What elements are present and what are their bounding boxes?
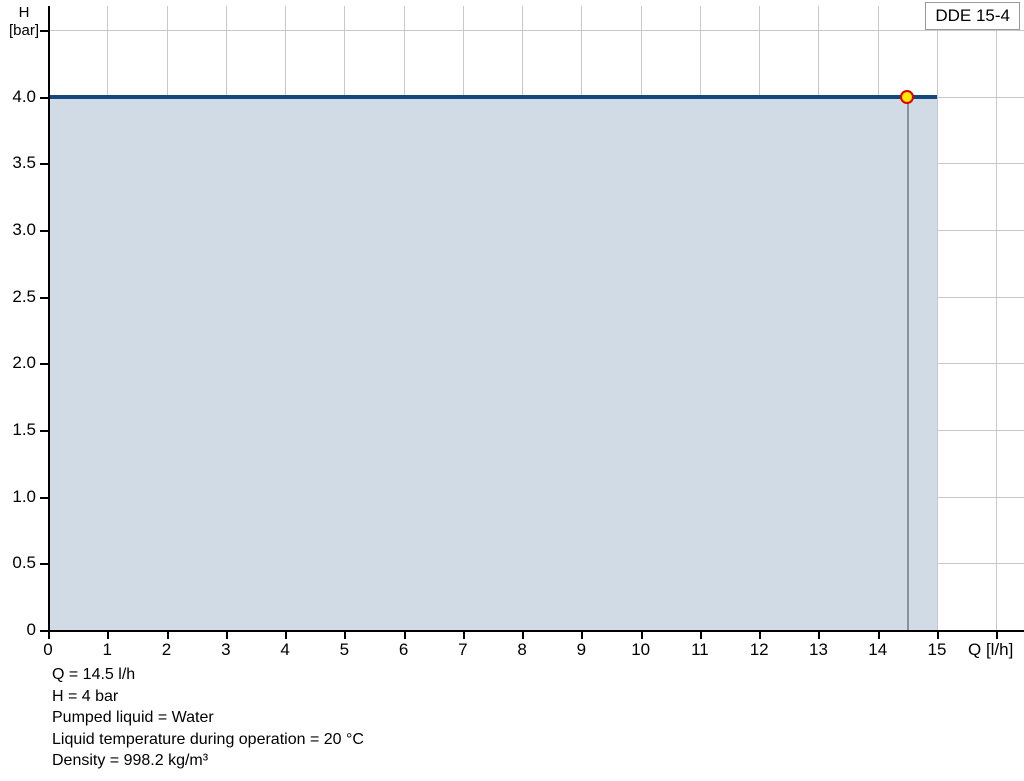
y-axis-tick <box>40 163 49 166</box>
y-axis-tick-label: 4.0 <box>12 86 36 106</box>
x-axis-tick-label: 13 <box>808 640 828 659</box>
legend-box[interactable]: DDE 15-4 <box>925 2 1020 30</box>
y-axis-title-line1: H <box>18 4 30 21</box>
x-axis-tick <box>877 631 880 639</box>
x-axis-tick-label: 7 <box>458 640 468 659</box>
x-axis-tick-label: 3 <box>221 640 231 659</box>
legend-label: DDE 15-4 <box>935 6 1010 25</box>
x-axis-tick-label: 2 <box>161 640 172 659</box>
x-axis-tick <box>107 631 110 639</box>
duty-point-vertical-line <box>907 96 910 630</box>
y-axis-tick <box>40 429 49 432</box>
y-axis-tick <box>40 296 49 299</box>
x-axis-tick-label: 6 <box>398 640 409 659</box>
y-axis-title: H [bar] <box>2 4 46 40</box>
y-axis-tick-label: 0.5 <box>12 553 36 573</box>
y-axis-tick-label: 2.0 <box>12 353 36 373</box>
y-axis-tick-label: 3.0 <box>12 219 36 239</box>
x-axis-tick-label: 11 <box>691 640 709 659</box>
x-axis-tick <box>225 631 228 639</box>
x-axis-tick <box>937 631 939 639</box>
x-axis-tick <box>581 631 584 639</box>
y-axis-title-line2: [bar] <box>8 22 39 39</box>
x-axis-tick-label: 10 <box>631 640 651 659</box>
x-axis-tick-label: 14 <box>868 640 888 659</box>
x-axis-tick-label: 12 <box>749 640 769 659</box>
y-axis-tick <box>40 29 49 32</box>
y-axis-tick-label: 1.5 <box>12 419 36 439</box>
gridline-vertical <box>996 6 998 630</box>
x-axis-tick-label: 8 <box>517 640 527 659</box>
x-axis-tick-label: 15 <box>927 640 947 659</box>
performance-curve[interactable] <box>48 94 937 99</box>
x-axis-tick-label: 5 <box>339 640 350 659</box>
x-axis-line <box>48 630 1024 632</box>
x-axis-tick <box>759 631 762 639</box>
x-axis-tick <box>166 631 169 639</box>
y-axis-tick <box>40 96 49 99</box>
y-axis-tick <box>40 630 49 632</box>
x-axis-tick <box>48 631 50 639</box>
y-axis-tick <box>40 363 49 366</box>
y-axis-tick <box>40 563 49 566</box>
operating-condition-line: H = 4 bar <box>52 687 119 705</box>
operating-condition-line: Q = 14.5 l/h <box>52 666 136 683</box>
operating-condition-line: Liquid temperature during operation = 20… <box>52 730 364 748</box>
operating-conditions-list: Q = 14.5 l/h H = 4 bar Pumped liquid = Wat… <box>52 664 364 772</box>
x-axis-tick <box>699 631 702 639</box>
x-axis-tick <box>285 631 288 639</box>
gridline-horizontal <box>48 29 1024 31</box>
operating-condition-line: Density = 998.2 kg/m³ <box>52 752 209 769</box>
y-axis-tick <box>40 229 49 232</box>
x-axis-tick <box>996 631 999 639</box>
x-axis-tick <box>344 631 347 639</box>
y-axis-tick-label: 1.0 <box>12 486 36 506</box>
y-axis-tick-label: 2.5 <box>12 286 36 306</box>
y-axis-tick-label: 3.5 <box>12 153 36 173</box>
x-axis-tick <box>522 631 525 639</box>
curve-fill-area <box>48 96 937 630</box>
y-axis-tick-label: 0 <box>26 620 36 639</box>
x-axis-tick <box>403 631 406 639</box>
y-axis-tick <box>40 496 49 499</box>
x-axis-tick <box>818 631 821 639</box>
y-axis-line <box>48 6 50 632</box>
x-axis-tick <box>640 631 643 639</box>
x-axis-tick <box>462 631 465 639</box>
operating-condition-line: Pumped liquid = Water <box>52 709 214 726</box>
x-axis-tick-label: 1 <box>102 640 112 659</box>
x-axis-tick-label: 9 <box>576 640 587 659</box>
x-axis-tick-label: 0 <box>43 640 53 659</box>
plot-area <box>48 6 1024 630</box>
x-axis-title: Q [l/h] <box>968 640 1014 659</box>
gridline-vertical <box>937 6 938 630</box>
duty-point-marker[interactable] <box>900 89 915 104</box>
x-axis-tick-label: 4 <box>280 640 290 659</box>
